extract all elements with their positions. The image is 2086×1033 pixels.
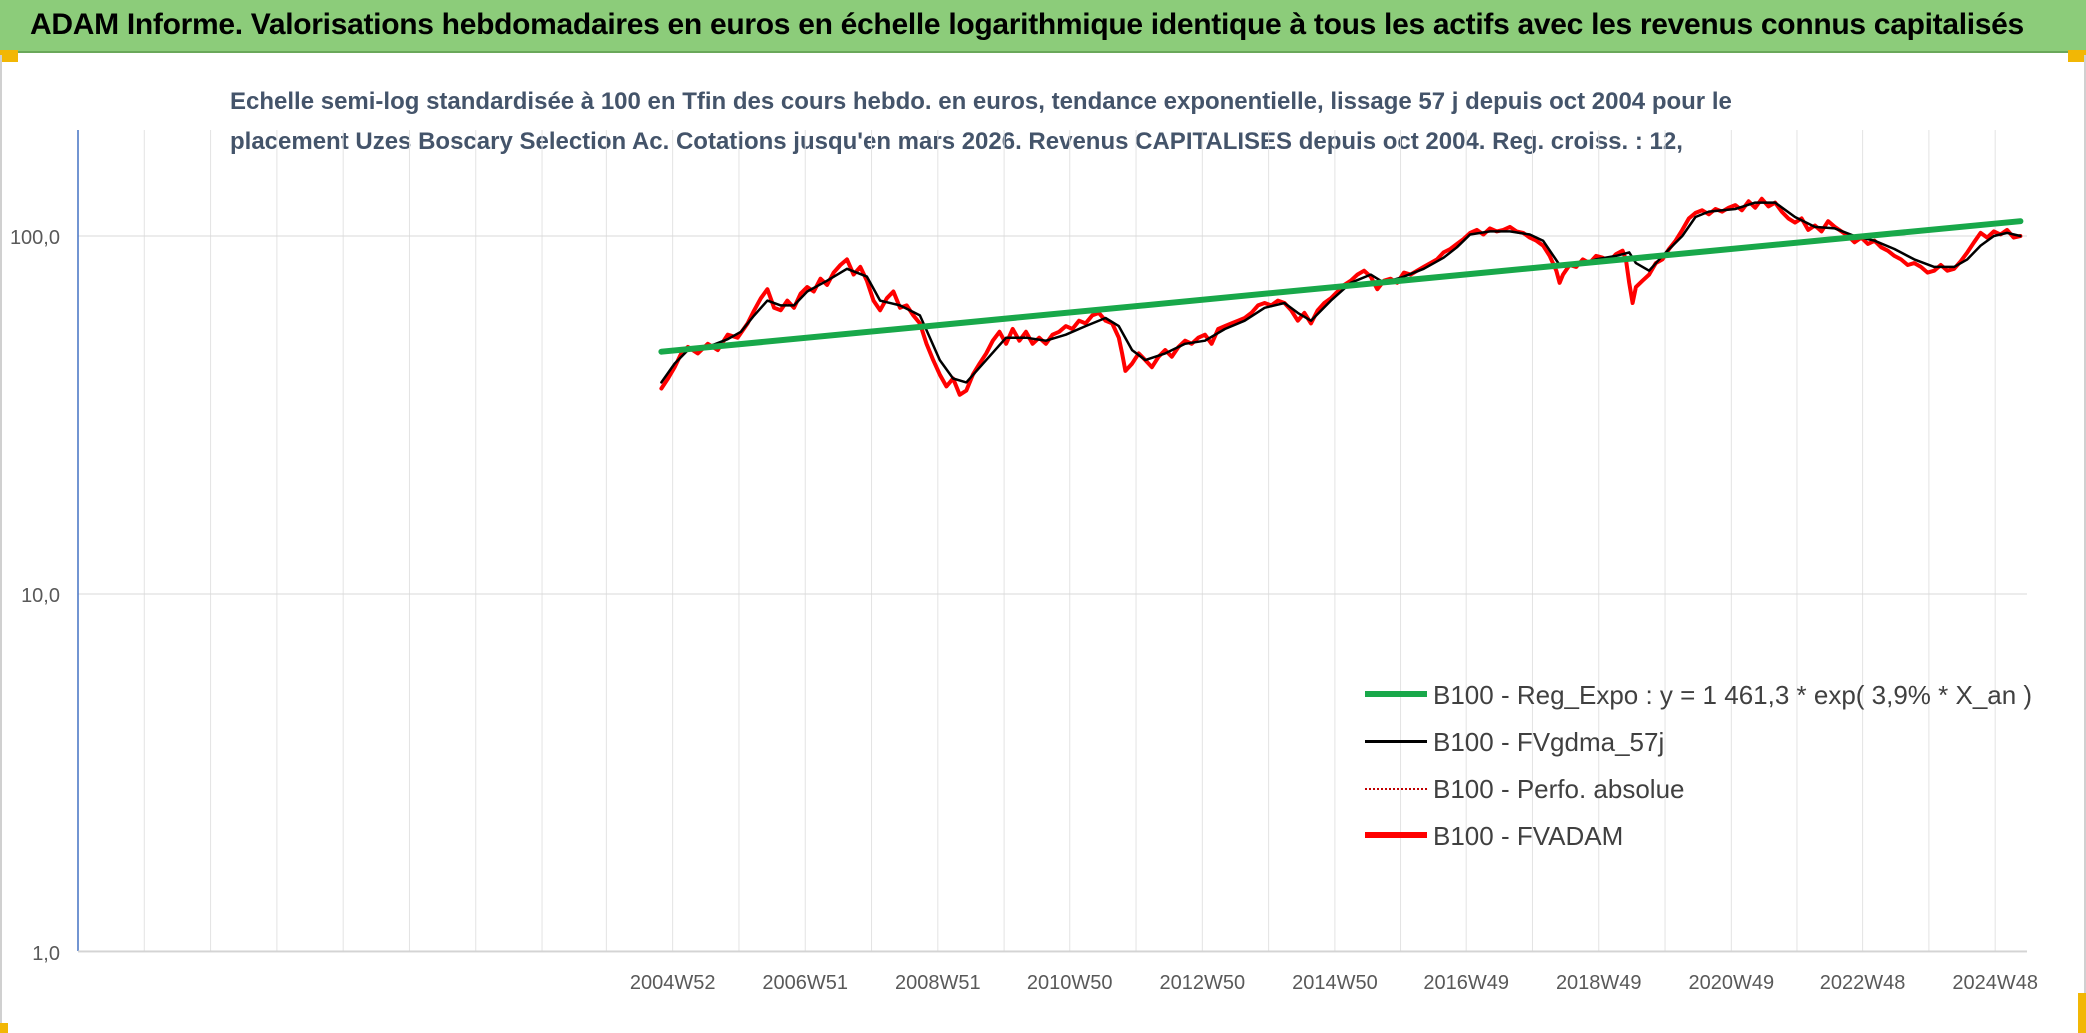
x-tick-label: 2010W50 [1027,972,1113,994]
chart-frame [0,55,2086,1033]
series-line-trend [658,218,2024,355]
legend-label-trend: B100 - Reg_Expo : y = 1 461,3 * exp( 3,9… [1433,680,2033,710]
corner-marker-top-left [0,50,18,62]
x-tick-label: 2024W48 [1952,972,2038,994]
corner-marker-top-right [2068,50,2086,62]
legend-label-smooth: B100 - FVgdma_57j [1433,727,1665,757]
corner-marker-bottom-right [2078,993,2086,1033]
legend-swatch-trend [1365,691,1427,697]
legend-item-trend: B100 - Reg_Expo : y = 1 461,3 * exp( 3,9… [1365,680,2065,710]
corner-marker-bottom-left [0,1023,8,1033]
x-tick-label: 2012W50 [1160,972,1246,994]
x-tick-label: 2004W52 [630,972,716,994]
report-title: ADAM Informe. Valorisations hebdomadaire… [30,8,2024,41]
x-tick-label: 2020W49 [1689,972,1775,994]
x-tick-label: 2022W48 [1820,972,1906,994]
legend-swatch-smooth [1365,740,1427,743]
legend-label-perfo: B100 - Perfo. absolue [1433,774,1685,804]
legend-swatch-perfo [1365,788,1427,790]
y-tick-label: 100,0 [10,227,60,249]
x-tick-label: 2016W49 [1423,972,1509,994]
series-line-smooth [660,201,2022,384]
legend-item-perfo: B100 - Perfo. absolue [1365,774,2065,804]
legend-item-fvadam: B100 - FVADAM [1365,821,2065,851]
legend-swatch-fvadam [1365,832,1427,838]
y-tick-label: 1,0 [32,943,60,965]
x-tick-label: 2014W50 [1292,972,1378,994]
title-banner: ADAM Informe. Valorisations hebdomadaire… [0,0,2086,53]
x-tick-label: 2008W51 [895,972,981,994]
legend-label-fvadam: B100 - FVADAM [1433,821,1624,851]
x-tick-label: 2018W49 [1556,972,1642,994]
chart-subtitle-line-2: placement Uzes Boscary Selection Ac. Cot… [230,128,1683,155]
chart-subtitle-line-1: Echelle semi-log standardisée à 100 en T… [230,88,1732,115]
x-tick-label: 2006W51 [762,972,848,994]
legend-item-smooth: B100 - FVgdma_57j [1365,727,2065,757]
y-tick-label: 10,0 [21,585,60,607]
